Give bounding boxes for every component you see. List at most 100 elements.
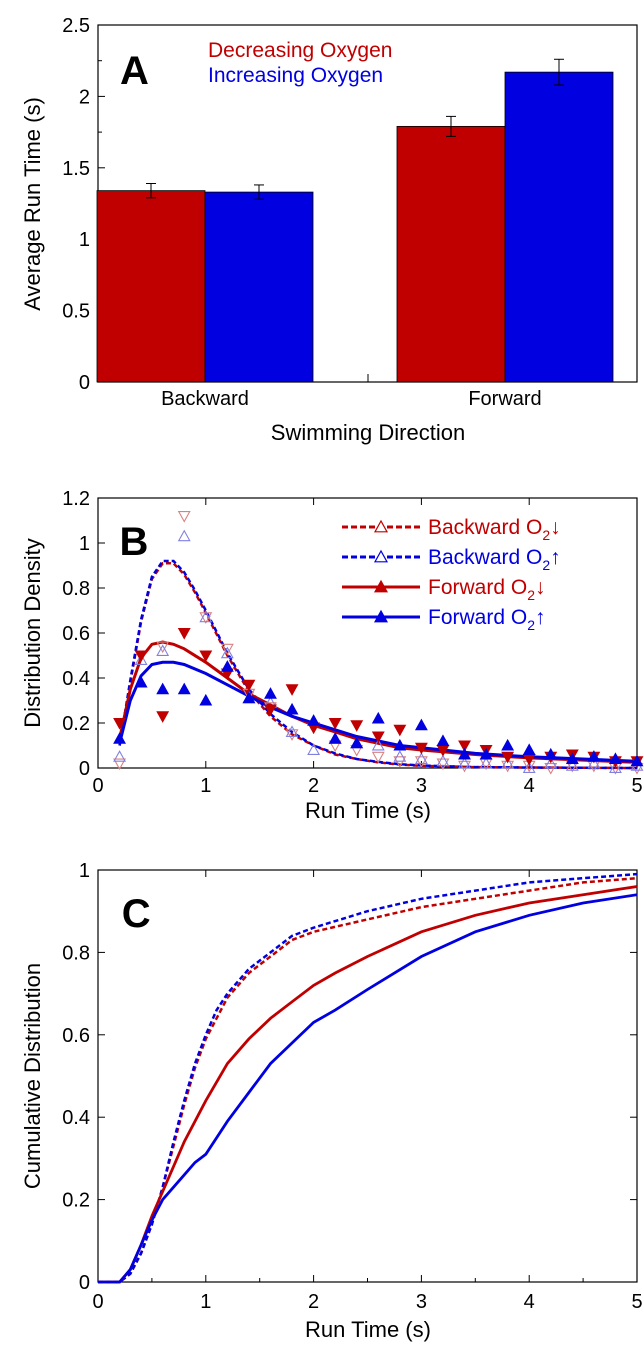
- data-point-backward-decreasing: [220, 643, 234, 656]
- data-point-forward-increasing: [544, 747, 558, 760]
- legend-marker-backward-decreasing: [373, 519, 389, 533]
- bar-increasing-forward: [504, 71, 614, 383]
- data-point-forward-increasing: [285, 702, 299, 715]
- cdf-curve-backward-decreasing: [98, 876, 638, 1284]
- fit-curve-backward-decreasing: [118, 562, 638, 770]
- x-tick-label-a: Forward: [468, 388, 541, 410]
- data-point-backward-increasing: [199, 610, 213, 623]
- data-point-backward-increasing: [285, 725, 299, 737]
- y-axis-label-b: Distribution Density: [20, 538, 45, 728]
- panel-c: 0 1 2 3 4 5 0 0.2 0.4 0.6 0.8 1 C Run Time (s) Cumulat…: [20, 860, 643, 1342]
- data-point-forward-increasing: [242, 691, 256, 704]
- data-point-forward-increasing: [522, 743, 536, 755]
- panel-letter-c: C: [122, 892, 151, 936]
- data-point-backward-decreasing: [113, 758, 126, 771]
- data-point-backward-decreasing: [436, 758, 450, 771]
- data-point-backward-increasing: [156, 644, 170, 656]
- data-point-forward-decreasing: [156, 711, 170, 723]
- bar-decreasing-forward: [396, 125, 506, 383]
- legend-marker-forward-decreasing: [373, 579, 389, 593]
- legend-label-text: Forward O: [428, 576, 527, 599]
- data-point-forward-increasing: [565, 752, 579, 764]
- data-point-forward-increasing: [156, 682, 170, 695]
- legend-label-text: Forward O: [428, 606, 527, 629]
- legend-marker-backward-increasing: [373, 549, 389, 563]
- data-point-forward-decreasing: [177, 628, 191, 640]
- data-point-forward-increasing: [264, 687, 277, 699]
- y-tick-label-b: 1.2: [62, 488, 90, 510]
- legend-label-subscript: 2: [542, 527, 550, 543]
- data-point-forward-decreasing: [414, 742, 428, 755]
- data-point-backward-increasing: [587, 756, 601, 769]
- data-point-backward-increasing: [565, 759, 579, 771]
- data-point-forward-increasing: [436, 734, 450, 746]
- data-point-backward-increasing: [393, 750, 407, 762]
- x-tick-label-c: 0: [92, 1291, 103, 1313]
- data-point-forward-decreasing: [393, 724, 407, 737]
- data-point-backward-increasing: [307, 743, 321, 755]
- y-tick-label-b: 0.4: [62, 668, 90, 690]
- legend-label-forward-increasing: Forward O2↑: [428, 606, 545, 633]
- y-axis-label-a: Average Run Time (s): [20, 97, 45, 311]
- legend-label-backward-increasing: Backward O2↑: [428, 546, 561, 573]
- y-tick-label-a: 0: [79, 372, 90, 394]
- data-point-forward-increasing: [371, 711, 385, 724]
- data-point-forward-decreasing: [350, 720, 364, 732]
- y-tick-label-b: 1: [79, 533, 90, 555]
- y-tick-label-a: 0.5: [62, 301, 90, 323]
- legend-label-arrow: ↑: [535, 606, 546, 629]
- x-tick-label-c: 3: [416, 1291, 427, 1313]
- x-tick-label-b: 1: [200, 775, 211, 797]
- x-tick-label-c: 1: [200, 1291, 211, 1313]
- y-tick-label-c: 0.8: [62, 942, 90, 964]
- data-point-backward-increasing: [371, 738, 385, 751]
- data-point-backward-increasing: [177, 529, 191, 542]
- y-tick-label-a: 2: [79, 86, 90, 108]
- y-tick-label-c: 1: [79, 860, 90, 882]
- legend-label-subscript: 2: [527, 617, 535, 633]
- fit-curve-forward-decreasing: [118, 640, 638, 764]
- y-tick-label-a: 1.5: [62, 158, 90, 180]
- legend-marker-forward-increasing: [373, 609, 389, 623]
- data-point-backward-increasing: [113, 750, 126, 762]
- y-tick-label-a: 2.5: [62, 15, 90, 37]
- data-point-forward-decreasing: [264, 704, 277, 717]
- data-point-forward-increasing: [479, 747, 493, 760]
- bar-decreasing-backward: [96, 190, 206, 383]
- data-point-backward-decreasing: [458, 760, 471, 773]
- legend-label-backward-decreasing: Backward O2↓: [428, 516, 561, 543]
- cdf-curve-forward-decreasing: [98, 885, 638, 1284]
- data-point-backward-decreasing: [285, 729, 299, 741]
- x-tick-label-c: 4: [524, 1291, 535, 1313]
- cdf-curve-backward-increasing: [98, 872, 638, 1284]
- data-point-forward-increasing: [587, 750, 601, 762]
- y-tick-label-b: 0.6: [62, 623, 90, 645]
- data-point-forward-decreasing: [371, 731, 385, 744]
- data-point-forward-decreasing: [199, 650, 213, 663]
- data-point-forward-decreasing: [458, 740, 471, 753]
- x-tick-label-b: 5: [631, 775, 642, 797]
- data-point-forward-increasing: [177, 682, 191, 695]
- x-axis-label-c: Run Time (s): [305, 1317, 431, 1342]
- legend-label-forward-decreasing: Forward O2↓: [428, 576, 545, 603]
- panel-b: 0 1 2 3 4 500.20.40.60.811.2B Backward O2↓Back…: [20, 488, 644, 823]
- data-point-forward-increasing: [609, 752, 622, 764]
- x-axis-label-a: Swimming Direction: [271, 420, 465, 445]
- legend-label-increasing: Increasing Oxygen: [208, 64, 383, 87]
- legend-label-arrow: ↑: [550, 546, 561, 569]
- data-point-backward-increasing: [134, 653, 148, 665]
- y-tick-label-c: 0.2: [62, 1190, 90, 1212]
- data-point-backward-increasing: [479, 756, 493, 769]
- data-point-backward-decreasing: [156, 641, 170, 654]
- data-point-backward-decreasing: [393, 756, 407, 768]
- legend-label-arrow: ↓: [535, 576, 546, 599]
- data-point-backward-increasing: [522, 761, 536, 773]
- legend-label-text: Backward O: [428, 546, 542, 569]
- y-tick-label-b: 0: [79, 758, 90, 780]
- fit-curve-backward-increasing: [118, 559, 638, 770]
- x-tick-label-a: Backward: [161, 388, 249, 410]
- data-point-backward-increasing: [609, 761, 622, 773]
- y-tick-label-a: 1: [79, 229, 90, 251]
